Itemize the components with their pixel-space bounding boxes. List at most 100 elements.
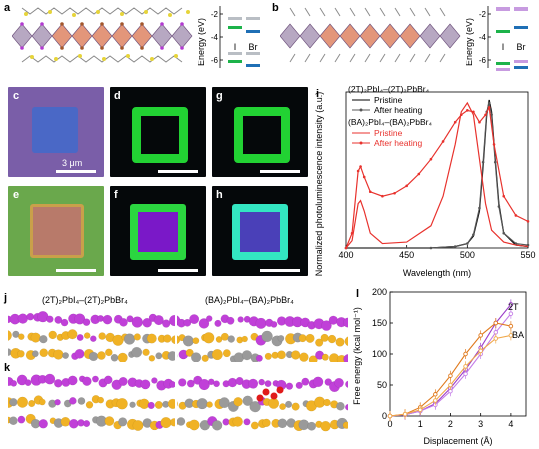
atom — [39, 335, 48, 344]
fe-ytick-label: 200 — [372, 287, 387, 297]
atom — [226, 316, 235, 325]
atom — [54, 315, 63, 324]
pl-series-point — [466, 242, 469, 245]
atom — [142, 348, 150, 356]
fe-xtick-label: 1 — [418, 419, 423, 429]
atom — [185, 348, 194, 357]
atom — [39, 348, 49, 358]
atom — [255, 354, 263, 362]
panel-label-a: a — [4, 2, 11, 14]
atom — [83, 420, 91, 428]
fe-ytick-label: 150 — [372, 318, 387, 328]
pl-xtick-label: 500 — [460, 250, 475, 260]
fe-ytick-label: 0 — [382, 411, 387, 421]
atom — [233, 397, 243, 407]
atom — [162, 319, 171, 328]
panel-label-g: g — [216, 90, 223, 102]
pl-series-point — [381, 194, 384, 198]
atom — [227, 335, 235, 343]
fe-series-point — [463, 351, 468, 357]
micrograph-h — [212, 186, 308, 276]
atom — [237, 316, 244, 323]
atom — [26, 312, 35, 321]
pl-series-point — [478, 120, 481, 124]
pl-series-point — [356, 169, 360, 173]
level-b-Br-vb — [514, 66, 528, 69]
atom-highlight — [276, 386, 284, 394]
energy-diagram-b: Energy (eV) -2 -4 -6 I Br — [466, 6, 528, 71]
pl-series-point — [441, 140, 445, 143]
scale-bar-d — [158, 170, 198, 173]
pl-xtick-label: 450 — [399, 250, 414, 260]
atom — [242, 395, 253, 406]
atom — [248, 378, 259, 389]
energy-tick-b-1: -2 — [479, 10, 487, 19]
atom — [30, 332, 41, 343]
atom — [74, 348, 85, 359]
level-Br-cb — [246, 30, 260, 33]
atom — [16, 396, 28, 408]
pl-series-point — [405, 184, 408, 188]
atom — [74, 313, 86, 325]
level-b-purple-1 — [496, 7, 510, 11]
atom — [10, 380, 18, 387]
pl-series-point — [490, 113, 493, 117]
pl-series-point — [350, 231, 354, 235]
atom — [176, 417, 186, 426]
energy-tick-b-3: -6 — [479, 56, 487, 65]
pl-series-point — [514, 242, 518, 245]
atom — [290, 350, 301, 360]
level-faint-3 — [228, 52, 242, 55]
panel-label-e: e — [13, 189, 20, 201]
atom — [88, 351, 99, 362]
fe-series-point — [508, 302, 514, 307]
level-b-purple-2 — [514, 7, 528, 11]
atom — [48, 330, 57, 340]
micrograph-f — [110, 186, 206, 276]
atom — [258, 378, 265, 386]
atom — [277, 350, 286, 360]
energy-diagram-a: Energy (eV) -2 -4 -6 I Br — [198, 6, 260, 68]
atom — [151, 377, 158, 384]
panel-label-i: i — [316, 88, 320, 100]
atom — [203, 332, 215, 344]
atom — [154, 400, 163, 409]
pl-series-point — [466, 109, 469, 112]
pl-series-point — [526, 220, 530, 223]
atom — [262, 418, 271, 428]
pl-xtick-label: 550 — [520, 250, 535, 260]
atom — [285, 400, 293, 408]
atom — [255, 317, 267, 329]
legend-marker-red-heated — [359, 141, 363, 145]
atom — [320, 420, 331, 432]
atom — [345, 403, 348, 411]
fe-series-label-2T: 2T — [508, 302, 519, 312]
atom — [264, 352, 272, 360]
atom — [190, 352, 202, 362]
free-energy-chart: Free energy (kcal mol⁻¹) 0 1 2 3 4 0 50 100 150 2… — [352, 287, 527, 446]
fe-series-line — [389, 304, 512, 417]
atom — [301, 377, 310, 386]
scale-bar-f — [158, 269, 198, 272]
atom — [249, 401, 261, 413]
scale-bar-g — [260, 170, 300, 173]
atom — [53, 379, 63, 388]
energy-label-I-b: I — [502, 42, 505, 52]
atom — [17, 415, 26, 424]
legend-group2-title: (BA)₂PbI₄–(BA)₂PbBr₄ — [348, 117, 432, 127]
pl-series-point — [487, 106, 491, 109]
pl-series-point — [502, 231, 506, 235]
level-b-purple-3 — [496, 68, 510, 71]
pl-series-point — [453, 120, 457, 124]
pl-xlabel: Wavelength (nm) — [403, 268, 471, 278]
atom — [270, 320, 278, 328]
micrograph-g — [212, 87, 308, 177]
energy-tick-a-1: -2 — [211, 10, 219, 19]
energy-label-I-a: I — [234, 42, 237, 52]
atom — [9, 416, 18, 426]
pl-series-line — [345, 101, 529, 249]
pl-series-point — [472, 110, 475, 114]
scale-label-c: 3 μm — [62, 158, 83, 168]
atom — [243, 418, 251, 426]
energy-tick-a-2: -4 — [211, 33, 219, 42]
